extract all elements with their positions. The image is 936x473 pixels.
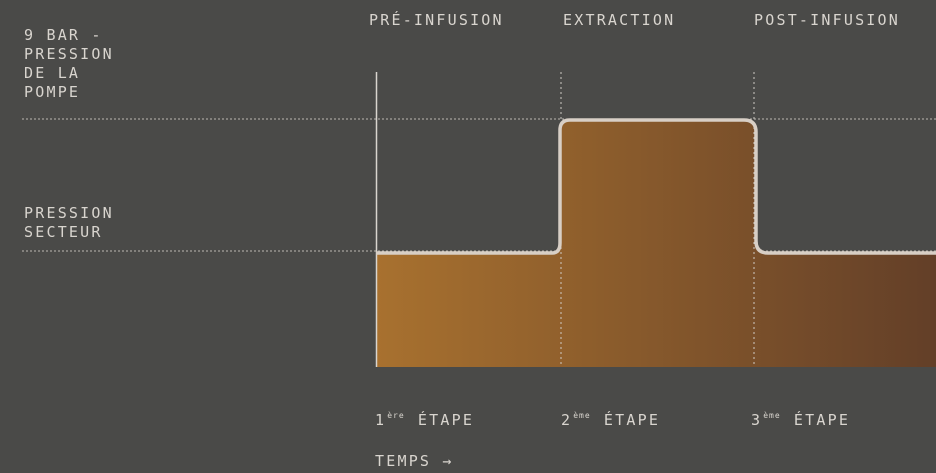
step-number: 3 bbox=[751, 411, 763, 429]
step-word: ÉTAPE bbox=[793, 411, 851, 429]
step-suffix: ère bbox=[387, 411, 405, 420]
pressure-area bbox=[376, 120, 936, 367]
step-suffix: ème bbox=[573, 411, 591, 420]
step-suffix: ème bbox=[763, 411, 781, 420]
phase-label-pre-infusion: PRÉ-INFUSION bbox=[369, 11, 504, 29]
step-label-3: 3ème ÉTAPE bbox=[751, 406, 850, 430]
step-word: ÉTAPE bbox=[603, 411, 661, 429]
step-label-1: 1ère ÉTAPE bbox=[375, 406, 474, 430]
step-number: 2 bbox=[561, 411, 573, 429]
x-axis-title: TEMPS → bbox=[375, 452, 454, 470]
pressure-profile-line bbox=[376, 118, 936, 255]
step-word: ÉTAPE bbox=[417, 411, 475, 429]
y-level-label-pump: 9 BAR - PRESSION DE LA POMPE bbox=[24, 26, 114, 101]
step-number: 1 bbox=[375, 411, 387, 429]
y-level-label-mains: PRESSION SECTEUR bbox=[24, 204, 114, 241]
step-label-2: 2ème ÉTAPE bbox=[561, 406, 660, 430]
phase-label-post-infusion: POST-INFUSION bbox=[754, 11, 900, 29]
phase-label-extraction: EXTRACTION bbox=[563, 11, 676, 29]
